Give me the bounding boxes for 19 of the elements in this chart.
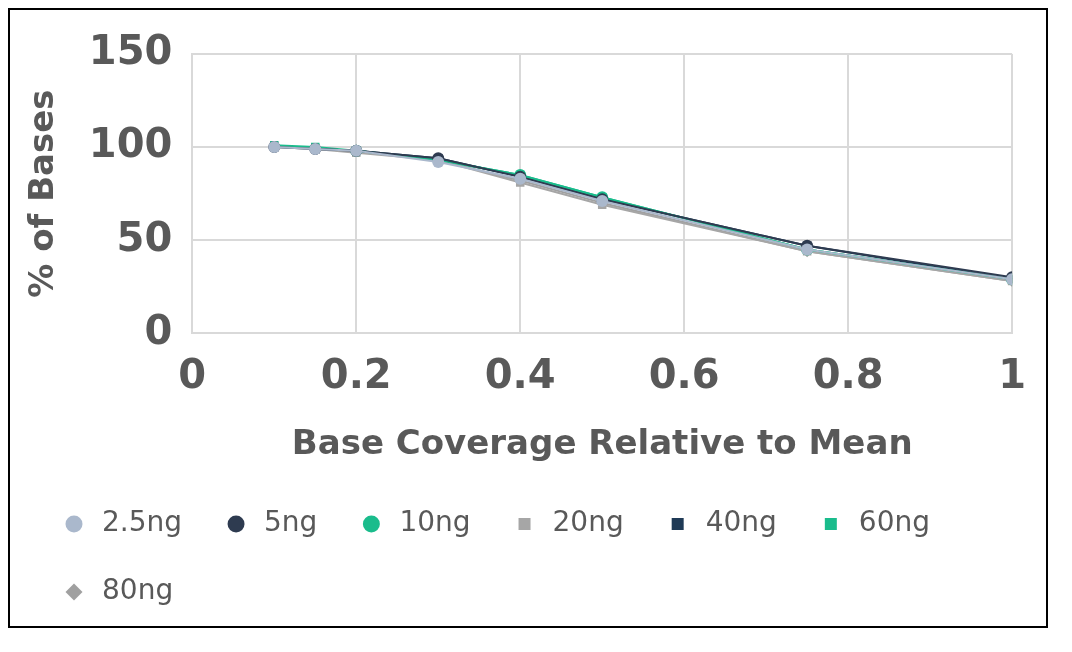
y-tick-label: 0	[144, 306, 173, 353]
legend-label: 80ng	[102, 573, 174, 607]
legend-label: 60ng	[858, 505, 930, 539]
y-tick-label: 150	[88, 27, 173, 74]
y-tick-label: 50	[116, 213, 173, 260]
legend-label: 40ng	[705, 505, 777, 539]
x-tick-label: 0.4	[484, 350, 556, 397]
x-tick-label: 1	[998, 350, 1027, 397]
x-tick-label: 0.6	[648, 350, 720, 397]
legend-label: 5ng	[264, 505, 318, 539]
x-tick-label: 0.2	[320, 350, 392, 397]
x-axis-title: Base Coverage Relative to Mean	[291, 422, 913, 463]
legend-label: 20ng	[552, 505, 624, 539]
x-tick-label: 0.8	[812, 350, 884, 397]
y-tick-label: 100	[88, 120, 173, 167]
y-axis-title: % of Bases	[21, 89, 62, 298]
legend-label: 2.5ng	[102, 505, 183, 539]
legend-label: 10ng	[399, 505, 471, 539]
x-tick-label: 0	[178, 350, 207, 397]
